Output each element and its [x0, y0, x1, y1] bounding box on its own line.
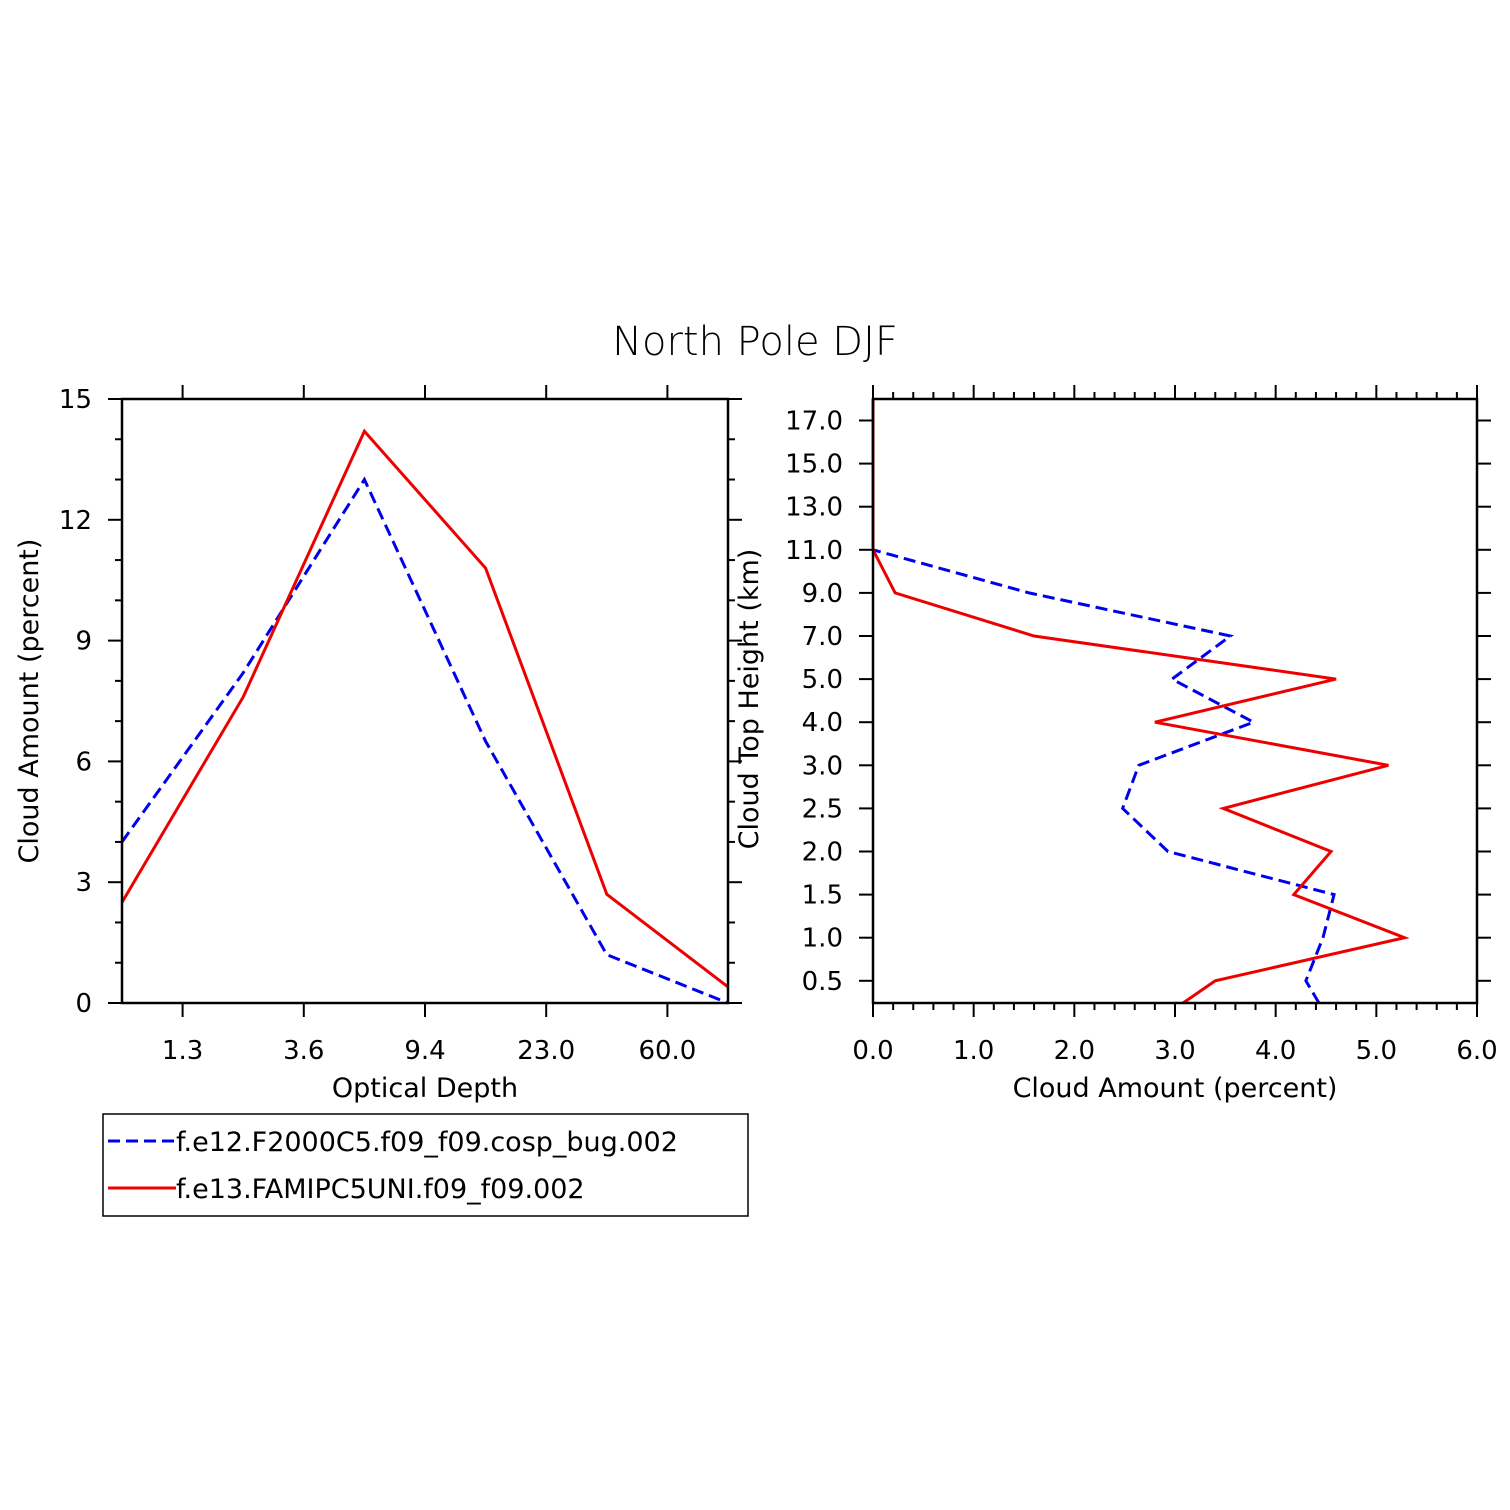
right-x-tick-label: 1.0 [953, 1036, 994, 1066]
right-y-tick-label: 15.0 [785, 450, 843, 480]
right-x-tick-label: 5.0 [1356, 1036, 1397, 1066]
left-y-tick-label: 3 [75, 868, 92, 898]
left-series-a-line [120, 476, 729, 1005]
right-y-tick-label: 2.5 [802, 794, 843, 824]
right-series-a-line [871, 399, 1336, 1004]
left-x-tick-label: 9.4 [404, 1036, 445, 1066]
right-y-tick-label: 0.5 [802, 967, 843, 997]
optical-depth-panel: 0 3 6 9 12 15 1.3 3.6 9.4 23.0 60.0 Optical Depth Cl… [14, 385, 742, 1104]
left-x-tick-label: 60.0 [638, 1036, 696, 1066]
chart-title: North Pole DJF [612, 319, 898, 365]
right-x-axis-title: Cloud Amount (percent) [1013, 1073, 1338, 1104]
legend-box [102, 1113, 749, 1217]
right-y-tick-label: 5.0 [802, 665, 843, 695]
left-y-axis-title: Cloud Amount (percent) [14, 539, 45, 864]
right-y-tick-label: 17.0 [785, 407, 843, 437]
legend-label-series-b: f.e13.FAMIPC5UNI.f09_f09.002 [176, 1174, 585, 1205]
right-axes: 0.5 1.0 1.5 2.0 2.5 3.0 4.0 5.0 7.0 9.0 11.0 13.0 15… [734, 385, 1498, 1104]
right-y-tick-label: 1.0 [802, 924, 843, 954]
left-x-tick-label: 23.0 [517, 1036, 575, 1066]
right-series-b-line [871, 399, 1410, 1005]
right-y-axis-title: Cloud Top Height (km) [734, 549, 765, 850]
cloud-top-height-panel: 0.5 1.0 1.5 2.0 2.5 3.0 4.0 5.0 7.0 9.0 11.0 13.0 15… [734, 385, 1498, 1104]
right-x-tick-label: 0.0 [852, 1036, 893, 1066]
right-x-tick-label: 2.0 [1054, 1036, 1095, 1066]
legend: f.e12.F2000C5.f09_f09.cosp_bug.002 f.e13… [102, 1113, 749, 1217]
left-y-tick-label: 15 [59, 385, 92, 415]
right-y-tick-label: 2.0 [802, 838, 843, 868]
right-y-tick-label: 7.0 [802, 622, 843, 652]
left-x-axis-title: Optical Depth [332, 1073, 518, 1104]
right-plot-frame [871, 397, 1479, 1005]
left-series-b-line [120, 428, 729, 989]
right-y-tick-label: 9.0 [802, 579, 843, 609]
right-y-tick-label: 4.0 [802, 708, 843, 738]
right-x-tick-label: 3.0 [1154, 1036, 1195, 1066]
left-y-tick-label: 12 [59, 506, 92, 536]
left-y-tick-label: 0 [75, 989, 92, 1019]
left-series-group [120, 428, 729, 1005]
right-y-tick-label: 11.0 [785, 536, 843, 566]
right-y-tick-label: 13.0 [785, 493, 843, 523]
left-y-tick-label: 6 [75, 747, 92, 777]
left-x-tick-label: 1.3 [162, 1036, 203, 1066]
legend-label-series-a: f.e12.F2000C5.f09_f09.cosp_bug.002 [176, 1127, 678, 1158]
right-x-tick-label: 4.0 [1255, 1036, 1296, 1066]
right-x-tick-label: 6.0 [1456, 1036, 1497, 1066]
right-y-tick-label: 1.5 [802, 881, 843, 911]
right-series-group [871, 399, 1410, 1005]
right-y-tick-label: 3.0 [802, 751, 843, 781]
left-y-tick-label: 9 [75, 627, 92, 657]
left-x-tick-label: 3.6 [283, 1036, 324, 1066]
left-axes: 0 3 6 9 12 15 1.3 3.6 9.4 23.0 60.0 Optical Depth Cl… [14, 385, 742, 1104]
left-plot-frame [120, 397, 730, 1005]
